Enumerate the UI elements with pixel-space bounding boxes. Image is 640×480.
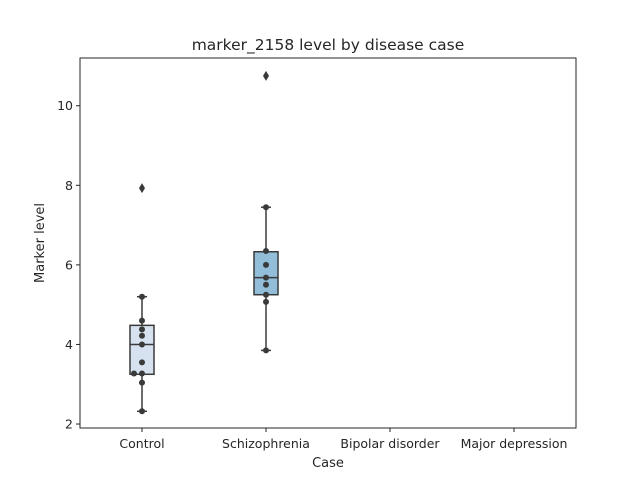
chart-title: marker_2158 level by disease case bbox=[192, 36, 465, 55]
data-point bbox=[263, 281, 269, 288]
plot-frame bbox=[79, 57, 577, 429]
y-axis-label: Marker level bbox=[33, 203, 48, 283]
data-point bbox=[139, 341, 145, 348]
data-point bbox=[139, 293, 145, 300]
outlier-point bbox=[139, 183, 145, 194]
data-point bbox=[263, 261, 269, 268]
box-iqr bbox=[253, 251, 279, 296]
y-tick-label: 10 bbox=[57, 98, 73, 113]
data-point bbox=[263, 347, 269, 354]
data-point bbox=[131, 370, 137, 377]
data-point bbox=[139, 317, 145, 324]
box-control bbox=[129, 183, 155, 415]
data-point bbox=[263, 298, 269, 305]
x-axis-label: Case bbox=[312, 456, 344, 471]
x-tick-label: Schizophrenia bbox=[222, 436, 310, 451]
data-point bbox=[139, 332, 145, 339]
data-point bbox=[139, 326, 145, 333]
data-point bbox=[263, 274, 269, 281]
data-point bbox=[139, 359, 145, 366]
axes: 2 4 6 8 10 Control Schizophrenia Bipolar disord… bbox=[57, 98, 567, 451]
x-tick-label: Control bbox=[119, 436, 164, 451]
y-tick-label: 4 bbox=[65, 337, 73, 352]
data-point bbox=[263, 247, 269, 254]
data-point bbox=[139, 370, 145, 377]
x-tick-label: Major depression bbox=[461, 436, 568, 451]
box-schizophrenia bbox=[253, 70, 279, 354]
box-iqr bbox=[129, 324, 155, 376]
plot-area bbox=[129, 70, 279, 415]
data-point bbox=[263, 204, 269, 211]
data-point bbox=[139, 408, 145, 415]
y-tick-label: 2 bbox=[65, 417, 73, 432]
outlier-point bbox=[263, 70, 269, 81]
data-point bbox=[263, 291, 269, 298]
y-tick-label: 8 bbox=[65, 178, 73, 193]
data-point bbox=[139, 379, 145, 386]
x-tick-label: Bipolar disorder bbox=[340, 436, 440, 451]
y-tick-label: 6 bbox=[65, 257, 73, 272]
